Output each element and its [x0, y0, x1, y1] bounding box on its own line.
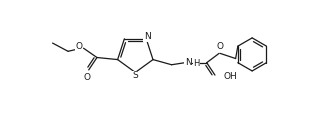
- Text: H: H: [193, 59, 200, 67]
- Text: O: O: [83, 73, 90, 82]
- Text: OH: OH: [223, 72, 237, 81]
- Text: N: N: [185, 58, 192, 67]
- Text: N: N: [144, 32, 151, 41]
- Text: O: O: [217, 42, 224, 51]
- Text: S: S: [133, 71, 138, 80]
- Text: O: O: [75, 42, 83, 51]
